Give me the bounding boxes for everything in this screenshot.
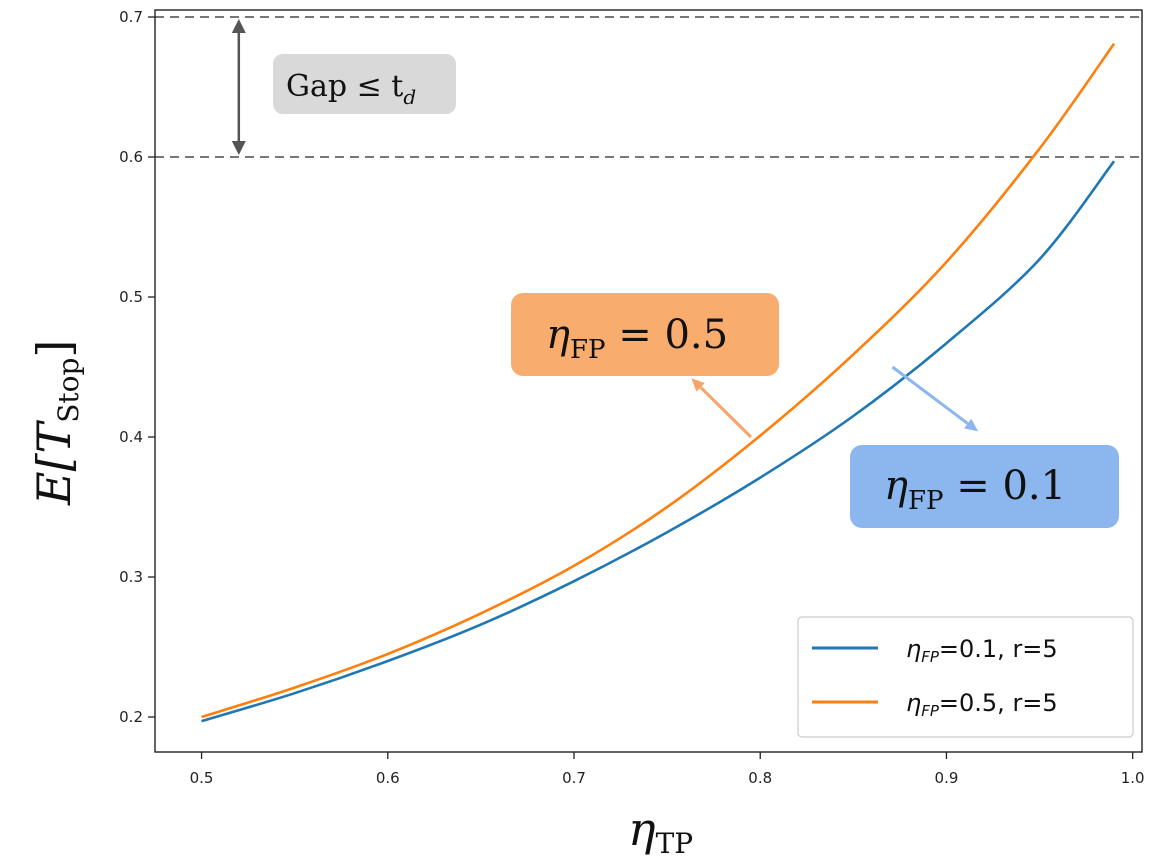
gap-arrow-head-top bbox=[231, 19, 246, 33]
x-tick-label-3: 0.8 bbox=[748, 769, 772, 787]
callout-eta-fp-0-5-arrow bbox=[699, 386, 752, 439]
series-line-1 bbox=[201, 42, 1116, 719]
legend: ηFP=0.1, r=5 ηFP=0.5, r=5 bbox=[797, 616, 1134, 738]
callout-eta-fp-0-1-label: ηFP = 0.1 bbox=[884, 463, 1066, 516]
gap-label: Gap ≤ td bbox=[286, 69, 416, 109]
legend-label-orange: ηFP=0.5, r=5 bbox=[906, 689, 1058, 720]
y-tick-label-0: 0.2 bbox=[119, 708, 143, 726]
callout-eta-fp-0-5-box bbox=[511, 293, 779, 376]
callout-eta-fp-0-5-arrow-head bbox=[691, 378, 705, 392]
y-tick-label-2: 0.4 bbox=[119, 428, 143, 446]
y-axis-title: E[TStop] bbox=[27, 340, 85, 506]
plot-frame bbox=[154, 9, 1143, 753]
gap-label-box bbox=[273, 54, 456, 114]
series-line-0 bbox=[201, 160, 1116, 723]
callout-eta-fp-0-1: ηFP = 0.1 bbox=[850, 365, 1119, 528]
gap-annotation: Gap ≤ td bbox=[231, 19, 456, 155]
legend-label-blue: ηFP=0.1, r=5 bbox=[906, 635, 1058, 666]
y-tick-label-5: 0.7 bbox=[119, 8, 143, 26]
callout-eta-fp-0-1-arrow-head bbox=[964, 418, 979, 432]
y-tick-label-4: 0.6 bbox=[119, 148, 143, 166]
callout-eta-fp-0-1-arrow bbox=[891, 365, 969, 425]
x-tick-label-5: 1.0 bbox=[1121, 769, 1145, 787]
x-tick-label-4: 0.9 bbox=[935, 769, 959, 787]
y-axis: 0.2 0.3 0.4 0.5 0.6 0.7 bbox=[119, 8, 155, 726]
x-axis-title: ηTP bbox=[628, 802, 693, 860]
y-tick-label-1: 0.3 bbox=[119, 568, 143, 586]
legend-box bbox=[797, 616, 1134, 738]
x-tick-label-2: 0.7 bbox=[562, 769, 586, 787]
x-tick-label-0: 0.5 bbox=[190, 769, 214, 787]
y-tick-label-3: 0.5 bbox=[119, 288, 143, 306]
gap-arrow-head-bottom bbox=[231, 141, 246, 155]
series-layer bbox=[201, 42, 1116, 723]
callout-eta-fp-0-5-label: ηFP = 0.5 bbox=[546, 312, 728, 365]
x-axis: 0.5 0.6 0.7 0.8 0.9 1.0 bbox=[190, 752, 1145, 787]
callout-eta-fp-0-5: ηFP = 0.5 bbox=[511, 293, 779, 439]
x-tick-label-1: 0.6 bbox=[376, 769, 400, 787]
callout-eta-fp-0-1-box bbox=[850, 445, 1119, 528]
